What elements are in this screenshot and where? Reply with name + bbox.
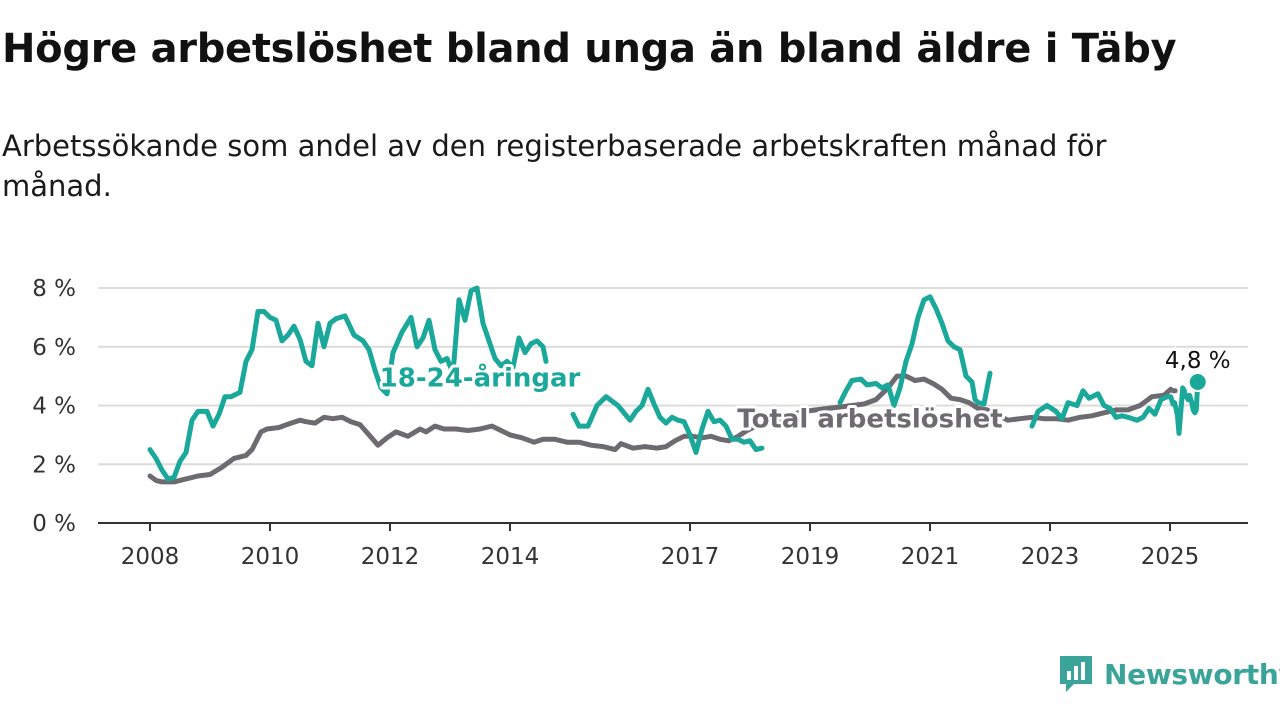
series-line-youth [147,285,549,482]
x-tick-label: 2017 [661,544,720,570]
chart-subtitle: Arbetssökande som andel av den registerb… [2,129,1107,203]
series-line-youth [1029,379,1201,436]
x-axis-ticks: 2008 2010 2012 2014 2017 2019 2021 2023 2025 [121,523,1200,570]
y-tick-label: 4 % [32,394,76,420]
x-tick-label: 2019 [781,544,840,570]
newsworthy-logo: Newsworthy [1058,654,1280,694]
y-tick-label: 0 % [32,511,76,537]
x-tick-label: 2014 [481,544,540,570]
series-label: Total arbetslöshet [737,405,1002,435]
series-lines [147,285,1201,485]
y-tick-label: 2 % [32,452,76,478]
x-tick-label: 2010 [241,544,300,570]
series-line-total [147,373,1178,485]
last-value-marker [1187,372,1208,392]
series-line-youth [837,294,993,408]
grid-lines [98,287,1248,524]
y-tick-label: 6 % [32,335,76,361]
x-tick-label: 2021 [901,544,960,570]
chart-title: Högre arbetslöshet bland unga än bland ä… [2,26,1177,72]
x-tick-label: 2008 [121,544,180,570]
x-tick-label: 2023 [1021,544,1080,570]
newsworthy-logo-text: Newsworthy [1104,657,1280,691]
x-tick-label: 2025 [1141,544,1200,570]
newsworthy-logo-icon [1060,656,1092,692]
series-line-youth [570,386,765,455]
y-axis-ticks: 0 % 2 % 4 % 6 % 8 % [32,276,76,537]
last-value-label: 4,8 % [1165,348,1231,374]
x-tick-label: 2012 [361,544,420,570]
y-tick-label: 8 % [32,276,76,302]
series-labels: 18-24-åringar Total arbetslöshet 4,8 % [377,346,1233,438]
series-label: 18-24-åringar [380,361,581,393]
